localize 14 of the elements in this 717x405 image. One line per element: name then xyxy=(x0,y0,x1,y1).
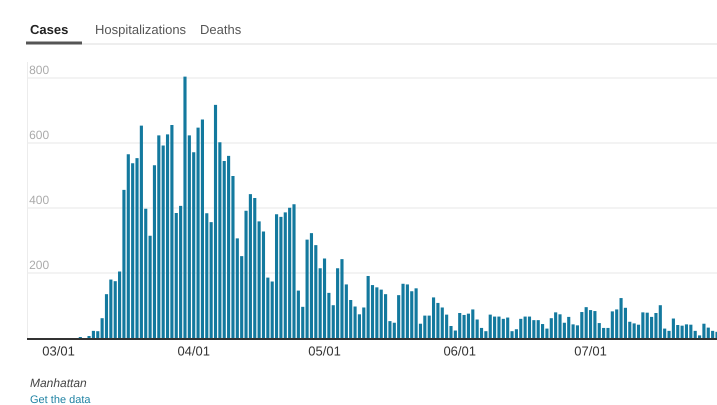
y-tick-label: 800 xyxy=(29,63,50,78)
x-tick-label: 04/01 xyxy=(177,343,210,358)
text: Cases xyxy=(30,22,68,37)
x-tick-label: 03/01 xyxy=(42,343,75,358)
x-tick-label: 05/01 xyxy=(308,343,341,358)
x-tick-label: 07/01 xyxy=(574,343,607,358)
x-tick-label: 06/01 xyxy=(443,343,476,358)
y-tick-label: 600 xyxy=(29,128,50,142)
text: Manhattan xyxy=(30,376,88,390)
y-tick-label: 400 xyxy=(29,192,50,207)
text: Get the data xyxy=(30,394,92,405)
text: Deaths xyxy=(200,22,242,37)
text: Hospitalizations xyxy=(95,22,187,37)
y-tick-label: 200 xyxy=(29,258,50,272)
